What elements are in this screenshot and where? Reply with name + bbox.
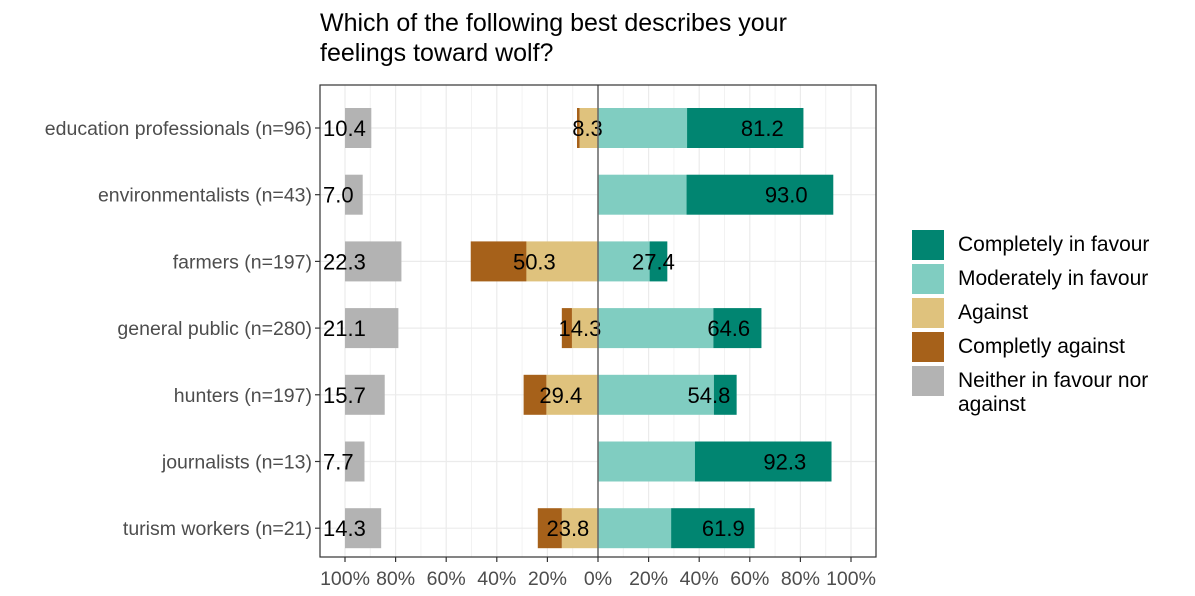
x-tick-label: 80% <box>781 568 820 590</box>
data-label-neutral: 10.4 <box>323 116 366 141</box>
x-tick-label: 20% <box>629 568 668 590</box>
bar-moderately-in-favour <box>598 308 714 349</box>
bar-against <box>561 508 598 549</box>
category-label: education professionals (n=96) <box>45 118 312 140</box>
legend-key <box>912 332 944 362</box>
bar-completly-against <box>470 241 527 282</box>
data-label-neutral: 7.7 <box>323 450 354 475</box>
data-label-negative: 23.8 <box>546 516 589 541</box>
bar-moderately-in-favour <box>598 241 650 282</box>
legend-item: Against <box>912 298 1149 332</box>
bar-completly-against <box>577 108 580 148</box>
legend-item: Moderately in favour <box>912 264 1149 298</box>
legend-item: Completely in favour <box>912 230 1149 264</box>
x-tick-label: 60% <box>730 568 769 590</box>
legend-label: Against <box>958 301 1029 324</box>
legend-key <box>912 366 944 396</box>
data-label-neutral: 21.1 <box>323 316 366 341</box>
chart-title: Which of the following best describes yo… <box>320 8 920 68</box>
bar-completely-in-favour <box>649 241 668 282</box>
legend: Completely in favour Moderately in favour… <box>912 230 1149 416</box>
bar-neither <box>345 174 363 215</box>
legend-item: Neither in favour nor against <box>912 366 1149 416</box>
bar-completely-in-favour <box>686 174 834 215</box>
bar-neither <box>345 241 402 282</box>
x-tick-label: 100% <box>320 568 370 590</box>
bar-completely-in-favour <box>694 441 832 482</box>
bar-moderately-in-favour <box>598 174 687 215</box>
data-label-positive: 64.6 <box>707 316 750 341</box>
bar-completly-against <box>537 508 562 549</box>
bar-neither <box>345 308 399 349</box>
x-tick-label: 100% <box>826 568 876 590</box>
bar-completely-in-favour <box>713 308 762 349</box>
chart-title-line-1: Which of the following best describes yo… <box>320 9 787 37</box>
data-label-positive: 81.2 <box>741 116 784 141</box>
category-label: journalists (n=13) <box>161 452 312 474</box>
bar-completely-in-favour <box>713 374 737 415</box>
legend-label: Completely in favour <box>958 233 1150 256</box>
data-label-neutral: 14.3 <box>323 516 366 541</box>
data-label-neutral: 22.3 <box>323 249 366 274</box>
category-label: general public (n=280) <box>117 318 312 340</box>
bar-neither <box>345 374 385 415</box>
data-label-positive: 54.8 <box>688 383 731 408</box>
bar-against <box>546 374 598 415</box>
data-label-neutral: 7.0 <box>323 183 354 208</box>
bar-completly-against <box>523 374 547 415</box>
data-label-positive: 61.9 <box>702 516 745 541</box>
legend-key <box>912 264 944 294</box>
category-label: turism workers (n=21) <box>123 518 312 540</box>
legend-label: Moderately in favour <box>958 267 1149 290</box>
data-label-neutral: 15.7 <box>323 383 366 408</box>
data-label-negative: 14.3 <box>558 316 601 341</box>
data-label-negative: 29.4 <box>539 383 582 408</box>
legend-key <box>912 230 944 260</box>
data-label-negative: 50.3 <box>513 249 556 274</box>
bar-completely-in-favour <box>687 108 804 148</box>
legend-key <box>912 298 944 328</box>
x-tick-label: 80% <box>376 568 415 590</box>
category-label: hunters (n=197) <box>174 385 312 407</box>
x-tick-label: 20% <box>528 568 567 590</box>
x-tick-label: 40% <box>680 568 719 590</box>
x-tick-label: 40% <box>477 568 516 590</box>
bar-neither <box>345 441 365 482</box>
bar-completely-in-favour <box>671 508 755 549</box>
bar-moderately-in-favour <box>598 374 714 415</box>
x-tick-label: 60% <box>427 568 466 590</box>
data-label-positive: 27.4 <box>632 249 675 274</box>
bar-moderately-in-favour <box>598 508 672 549</box>
bar-moderately-in-favour <box>598 108 688 148</box>
category-label: environmentalists (n=43) <box>98 185 312 207</box>
legend-item: Completly against <box>912 332 1149 366</box>
legend-label: Completly against <box>958 335 1125 358</box>
chart-title-line-2: feelings toward wolf? <box>320 39 554 67</box>
x-tick-label: 0% <box>584 568 612 590</box>
legend-label: Neither in favour nor against <box>958 369 1149 416</box>
category-label: farmers (n=197) <box>173 251 312 273</box>
data-label-positive: 93.0 <box>765 183 808 208</box>
bar-moderately-in-favour <box>598 441 695 482</box>
bar-against <box>579 108 598 148</box>
bar-neither <box>345 508 382 549</box>
data-label-positive: 92.3 <box>763 450 806 475</box>
bar-against <box>571 308 598 349</box>
bar-completly-against <box>561 308 572 349</box>
bar-against <box>526 241 598 282</box>
bar-neither <box>345 108 372 148</box>
